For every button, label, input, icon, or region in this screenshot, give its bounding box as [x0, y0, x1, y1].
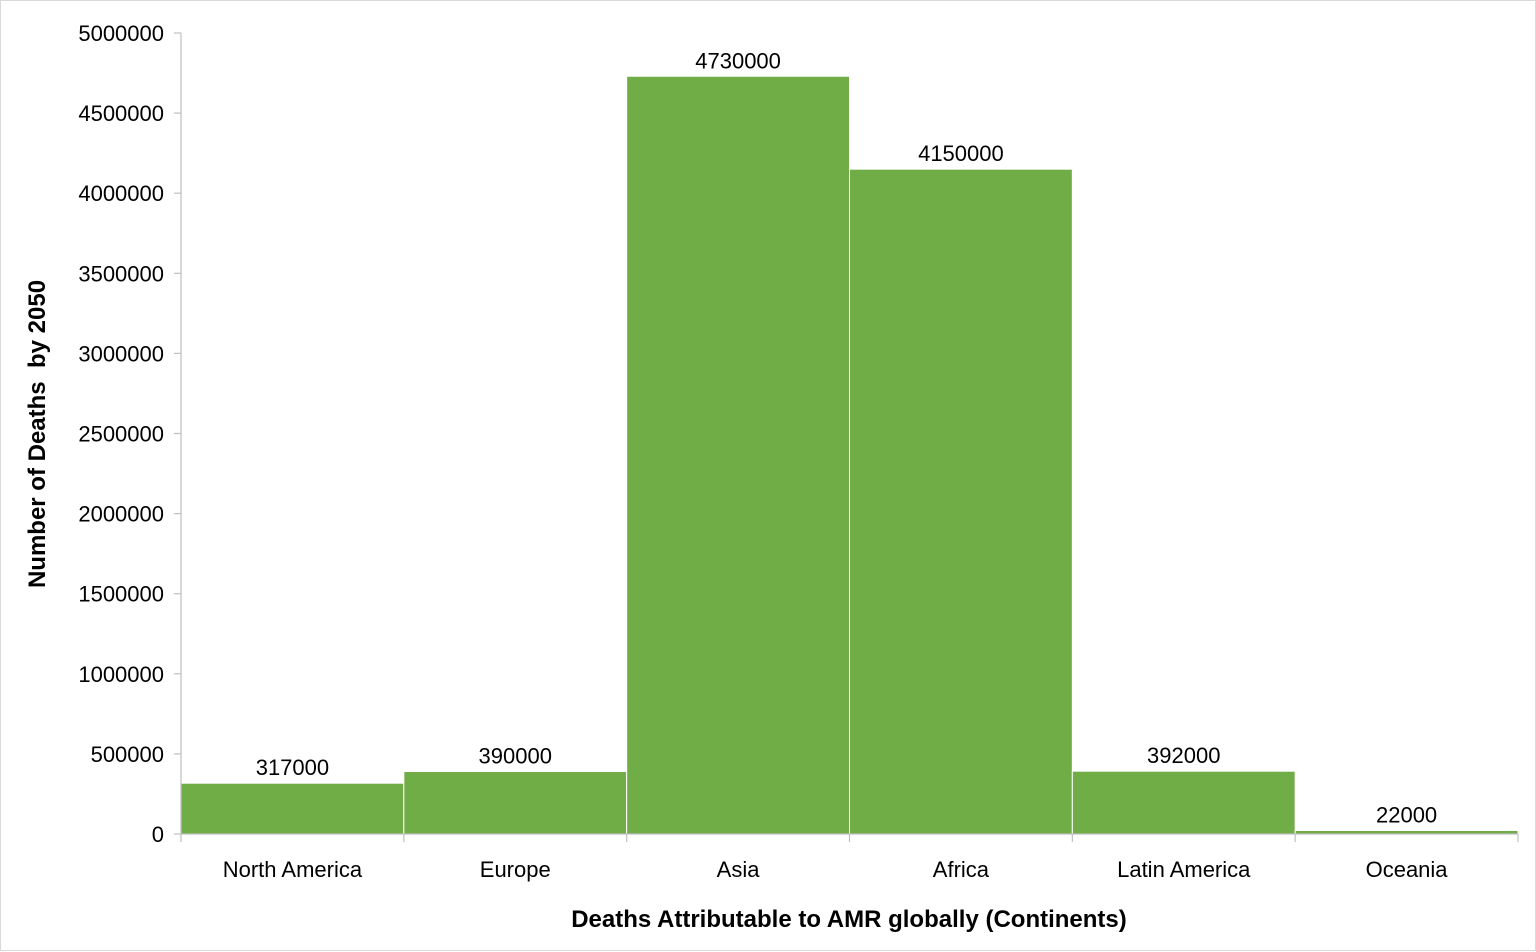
bar-europe — [403, 771, 628, 835]
data-label-latin-america: 392000 — [1147, 743, 1220, 768]
y-axis-title: Number of Deaths by 2050 — [24, 280, 51, 588]
x-tick-label: North America — [223, 857, 363, 882]
bar-north-america — [180, 782, 405, 835]
bar-latin-america — [1071, 770, 1296, 835]
bar-asia — [626, 75, 851, 835]
x-tick-label: Latin America — [1117, 857, 1251, 882]
data-label-oceania: 22000 — [1376, 802, 1437, 827]
data-label-asia: 4730000 — [695, 48, 781, 73]
bars-group — [180, 75, 1519, 835]
y-tick-label: 4500000 — [78, 101, 164, 126]
y-tick-label: 3000000 — [78, 341, 164, 366]
y-tick-marks — [174, 32, 181, 835]
x-tick-label: Oceania — [1366, 857, 1449, 882]
y-tick-label: 3500000 — [78, 261, 164, 286]
y-tick-labels: 0 500000 1000000 1500000 2000000 2500000 30000… — [78, 21, 164, 847]
data-labels: 317000 390000 4730000 4150000 392000 22000 — [256, 48, 1437, 827]
data-label-north-america: 317000 — [256, 755, 329, 780]
y-tick-label: 1500000 — [78, 582, 164, 607]
y-tick-label: 2000000 — [78, 502, 164, 527]
y-tick-label: 2500000 — [78, 422, 164, 447]
y-tick-label: 1000000 — [78, 662, 164, 687]
x-tick-marks — [180, 834, 1519, 842]
y-tick-label: 500000 — [91, 742, 164, 767]
bar-africa — [849, 168, 1073, 835]
x-axis-title: Deaths Attributable to AMR globally (Con… — [571, 906, 1127, 933]
x-tick-label: Europe — [480, 857, 551, 882]
y-tick-label: 5000000 — [78, 21, 164, 46]
data-label-europe: 390000 — [479, 744, 552, 769]
x-tick-labels: North America Europe Asia Africa Latin Ameri… — [223, 857, 1449, 882]
y-tick-label: 0 — [152, 822, 164, 847]
y-tick-label: 4000000 — [78, 181, 164, 206]
x-tick-label: Africa — [933, 857, 990, 882]
data-label-africa: 4150000 — [918, 141, 1004, 166]
x-tick-label: Asia — [717, 857, 761, 882]
